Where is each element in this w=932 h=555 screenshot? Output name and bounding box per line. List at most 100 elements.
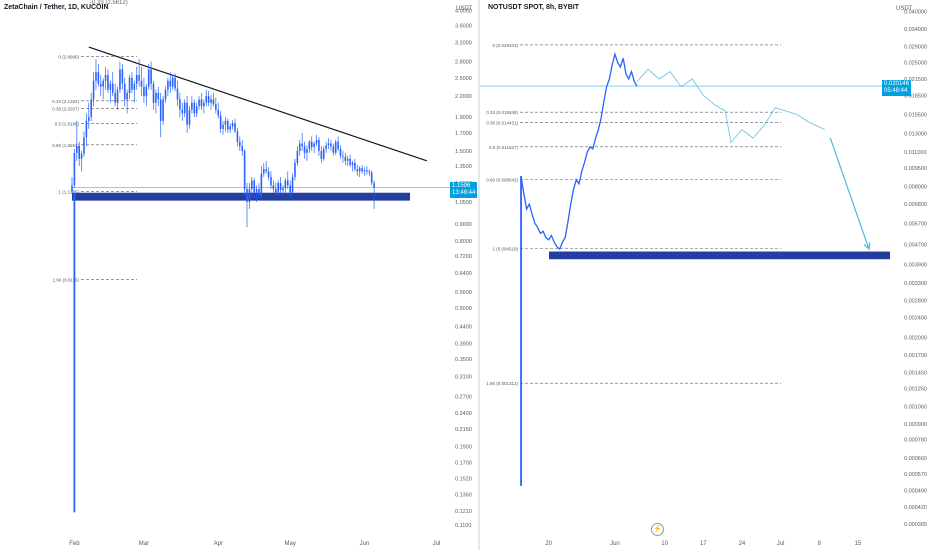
right-chart-pane[interactable]: 0.040000 0.034000 0.029000 0.025000 0.021500… (480, 0, 932, 550)
left-y-tick-label: 0.6400 (455, 271, 472, 277)
left-y-tick-label: 3.2000 (455, 40, 472, 46)
right-y-tick-label: 0.011000 (904, 150, 927, 156)
left-candle-body (188, 109, 191, 125)
left-candle-body (116, 89, 119, 103)
left-candle-body (174, 77, 176, 89)
left-candle-body (215, 104, 217, 110)
right-y-tick-label: 0.000660 (904, 456, 927, 462)
left-chart[interactable]: 4.0000 3.6000 3.2000 2.8000 2.5000 2.2000 1.90… (0, 0, 478, 550)
left-candle-body (349, 158, 351, 165)
left-y-tick-label: 0.5600 (455, 290, 472, 296)
left-y-tick-label: 0.7200 (455, 254, 472, 260)
left-candle-body (332, 146, 335, 153)
right-x-tick-label: Jul (777, 541, 785, 547)
right-y-tick-label: 0.000570 (904, 472, 927, 478)
right-y-tick-label: 0.000780 (904, 438, 927, 444)
right-y-tick-label: 0.000420 (904, 505, 927, 511)
right-chart-title: NOTUSDT SPOT, 8h, BYBIT (488, 4, 580, 11)
right-x-tick-label: 17 (700, 541, 707, 547)
right-y-tick-label: 0.003900 (904, 263, 927, 269)
left-y-tick-label: 0.1700 (455, 461, 472, 467)
left-candle-body (298, 143, 301, 151)
left-candle-body (90, 99, 92, 118)
left-candle-body (241, 146, 244, 151)
left-candle-body (243, 150, 246, 189)
left-y-tick-label: 0.1900 (455, 445, 472, 451)
left-y-tick-label: 0.1520 (455, 477, 472, 483)
left-y-tick-label: 0.9000 (455, 222, 472, 228)
right-last-price-tag: 0.020146 05:48:44 (882, 80, 912, 97)
left-candle-body (224, 120, 227, 125)
left-candle-body (310, 141, 313, 148)
left-y-tick-label: 1.3500 (455, 164, 472, 170)
left-support-zone (72, 192, 410, 201)
right-projected-path (636, 68, 825, 144)
left-candle-body (169, 80, 172, 87)
left-candle-body (301, 143, 303, 147)
left-candle-body (157, 92, 160, 100)
right-support-zone (549, 251, 890, 260)
left-candle-body (97, 72, 100, 84)
left-y-tick-label: 0.2400 (455, 411, 472, 417)
right-y-tick-label: 0.000365 (904, 522, 927, 528)
left-candle-body (337, 141, 339, 150)
left-candle-body (246, 188, 248, 202)
left-candle-body (363, 170, 366, 172)
left-descending-trendline (88, 46, 428, 162)
left-candle-body (219, 115, 222, 129)
left-candle-body (251, 180, 253, 189)
left-candle-body (114, 92, 116, 103)
pane-divider[interactable] (478, 0, 480, 550)
left-candle-body (255, 188, 258, 193)
left-candle-body (296, 150, 299, 163)
left-candle-body (131, 77, 133, 90)
left-candle-body (248, 188, 251, 202)
right-y-tick-label: 0.002000 (904, 335, 927, 341)
left-candle-body (334, 141, 337, 153)
left-candle-body (289, 185, 291, 193)
left-candle-body (104, 74, 107, 81)
left-candle-body (186, 102, 188, 125)
left-candle-body (171, 77, 174, 87)
right-fib-level-label: 0.38 (0.014431) (486, 120, 518, 125)
right-chart[interactable]: 0.040000 0.034000 0.029000 0.025000 0.021500… (480, 0, 932, 550)
left-candle-body (193, 102, 196, 114)
left-candle-body (75, 146, 78, 153)
left-y-tick-label: 4.0000 (455, 9, 472, 15)
right-y-tick-label: 0.008000 (904, 185, 927, 191)
right-y-tick-label: 0.000900 (904, 422, 927, 428)
left-fib-level-label: 0.38 (2.0207) (52, 106, 79, 111)
left-candle-body (145, 86, 148, 97)
left-candle-body (126, 92, 128, 100)
left-candle-body (152, 83, 155, 103)
right-x-tick-label: 20 (545, 541, 552, 547)
left-candle-body (366, 170, 368, 172)
left-chart-title: ZetaChain / Tether, 1D, KUCOIN (4, 4, 109, 11)
lightning-icon[interactable]: ⚡ (651, 523, 664, 536)
left-candle-body (217, 109, 220, 116)
left-candle-body (368, 171, 371, 173)
left-candle-body (318, 139, 320, 151)
left-candle-body (354, 162, 356, 170)
left-candle-body (351, 162, 354, 165)
right-fib-level-label: 1.66 (0.001312) (486, 381, 518, 386)
left-y-tick-label: 1.5000 (455, 149, 472, 155)
left-fib-level-label: 0 (2.8996) (58, 55, 79, 60)
left-candle-body (183, 102, 186, 114)
right-fib-level-label: 0.33 (0.015848) (486, 110, 518, 115)
left-candle-body (210, 99, 212, 103)
left-candle-body (99, 83, 102, 87)
left-candle-body (294, 162, 296, 178)
left-chart-pane[interactable]: 4.0000 3.6000 3.2000 2.8000 2.5000 2.2000 1.90… (0, 0, 478, 550)
left-candle-body (344, 156, 347, 161)
left-candle-body (308, 141, 311, 150)
left-candle-body (231, 123, 234, 127)
left-candle-body (111, 83, 114, 93)
right-y-tick-label: 0.009500 (904, 166, 927, 172)
left-fib-level-label: 1.66 (0.6116) (53, 277, 80, 282)
right-y-tick-label: 0.029000 (904, 44, 927, 50)
left-candle-body (330, 143, 332, 147)
right-fib-level-label: 0.5 (0.011527) (489, 145, 518, 150)
left-x-tick-label: Apr (214, 541, 223, 547)
left-candle-body (339, 149, 342, 156)
